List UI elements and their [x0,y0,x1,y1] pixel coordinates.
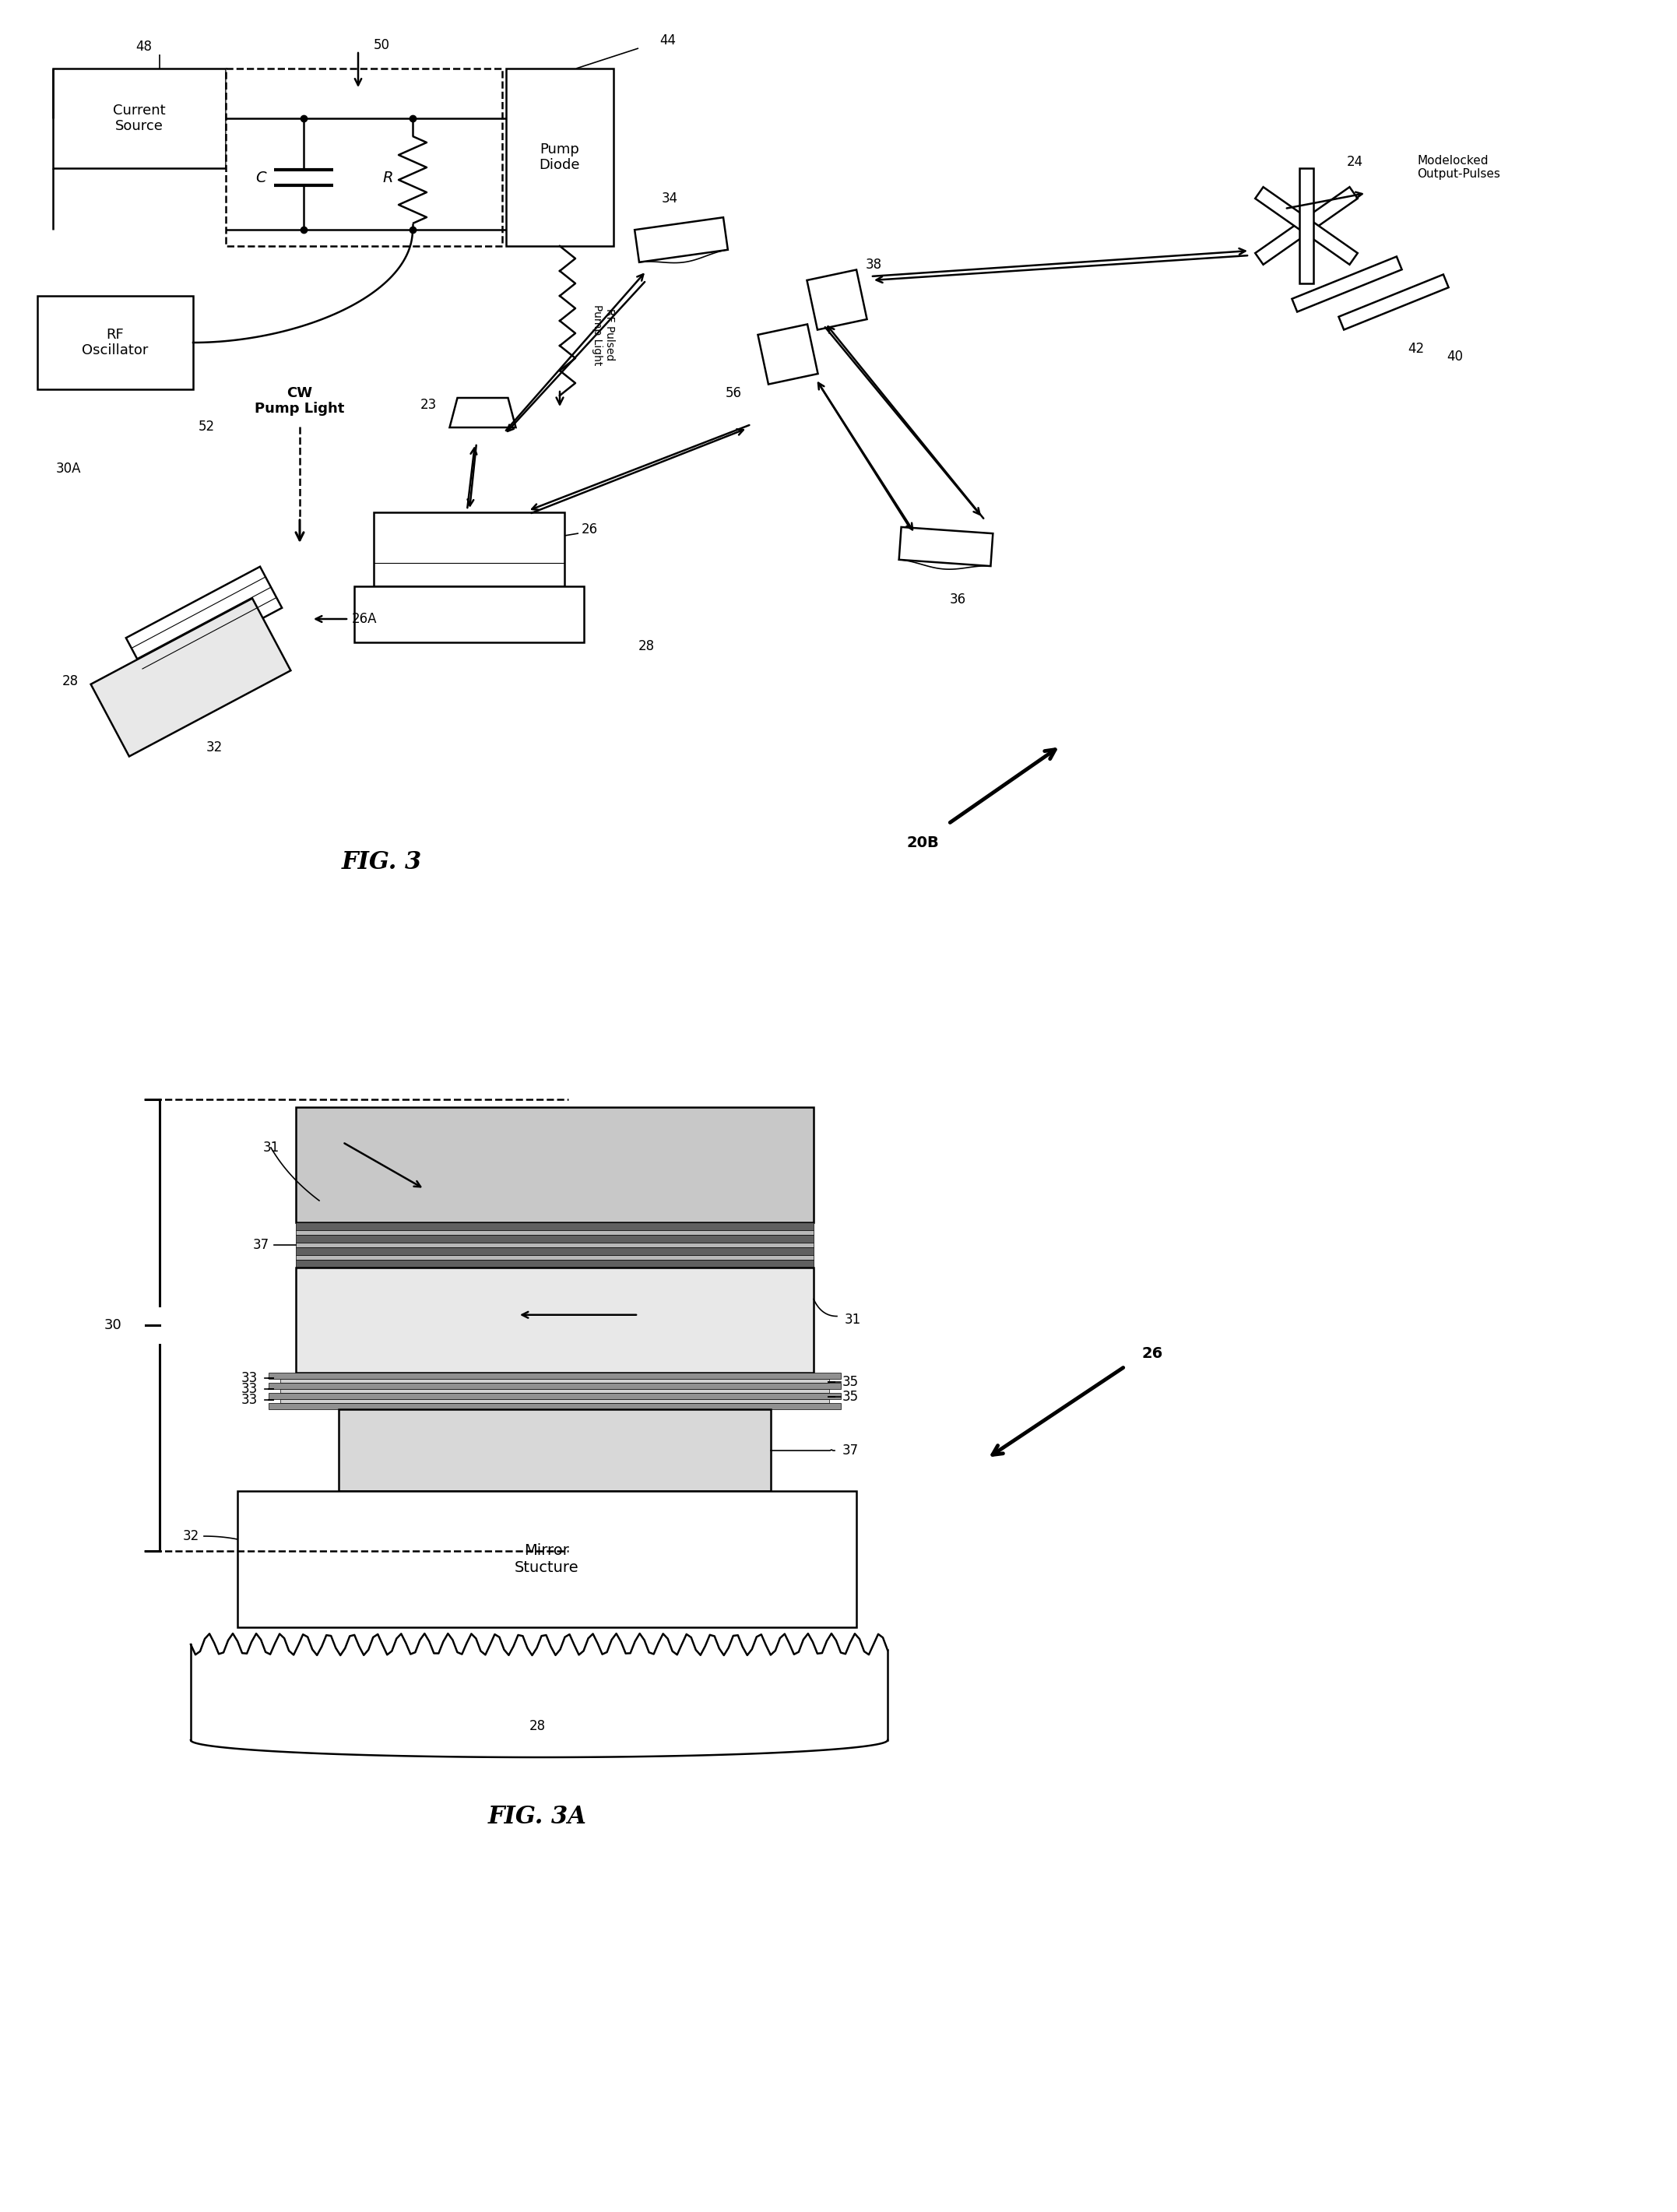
Text: 35: 35 [842,1389,859,1402]
Text: 35: 35 [842,1376,859,1389]
Bar [339,1409,771,1491]
Text: 30: 30 [104,1318,122,1332]
Text: 31: 31 [844,1314,860,1327]
Text: 33: 33 [241,1394,257,1407]
Bar [374,513,565,586]
Text: 33: 33 [241,1371,257,1385]
Bar [268,1382,840,1389]
Bar [280,1389,828,1394]
Text: 36: 36 [949,593,966,606]
Text: FIG. 3: FIG. 3 [342,852,421,874]
Text: 28: 28 [528,1719,545,1734]
Text: 26A: 26A [352,613,377,626]
Text: Mirror
Stucture: Mirror Stucture [515,1544,579,1575]
Polygon shape [758,325,818,385]
Text: 24: 24 [1347,155,1363,168]
Text: Modelocked
Output-Pulses: Modelocked Output-Pulses [1417,155,1501,179]
Polygon shape [634,217,728,263]
Text: 56: 56 [724,387,741,400]
Text: CW
Pump Light: CW Pump Light [255,385,345,416]
Bar [295,1223,813,1230]
Bar [268,1374,840,1378]
Text: 37: 37 [253,1239,268,1252]
Text: 40: 40 [1447,349,1462,363]
Polygon shape [1338,274,1449,330]
Bar [506,69,614,246]
Polygon shape [899,526,993,566]
Polygon shape [91,597,290,757]
Bar [295,1230,813,1234]
Bar [268,1402,840,1409]
Text: 48: 48 [136,40,153,53]
Text: 37: 37 [842,1442,859,1458]
Text: 38: 38 [865,259,882,272]
Text: 28: 28 [637,639,654,653]
Text: 50: 50 [374,38,389,53]
Polygon shape [1254,188,1358,265]
Polygon shape [1300,168,1313,283]
Bar [37,296,193,389]
Text: 52: 52 [198,420,215,434]
Text: RF Pulsed
Pump Light: RF Pulsed Pump Light [592,305,615,365]
Text: Current
Source: Current Source [112,104,166,133]
Bar [226,69,501,246]
Bar [280,1400,828,1402]
Bar [295,1243,813,1248]
Polygon shape [449,398,517,427]
Text: FIG. 3A: FIG. 3A [488,1805,587,1829]
Text: 28: 28 [62,675,79,688]
Bar [280,1378,828,1382]
Text: 32: 32 [206,741,223,754]
Bar [54,69,226,168]
Text: 44: 44 [659,33,676,46]
Bar [268,1394,840,1400]
Text: 32: 32 [183,1528,200,1544]
Bar [295,1267,813,1374]
Polygon shape [1254,188,1358,265]
Polygon shape [126,566,282,679]
Text: R: R [382,170,392,186]
Text: RF
Oscillator: RF Oscillator [82,327,149,358]
Polygon shape [807,270,867,330]
Bar [238,1491,857,1628]
Bar [295,1254,813,1261]
Text: C: C [255,170,267,186]
Bar [354,586,584,641]
Bar [295,1234,813,1243]
Text: Pump
Diode: Pump Diode [540,142,580,173]
Text: 26: 26 [582,522,597,538]
Bar [295,1261,813,1267]
Text: 34: 34 [661,192,678,206]
Text: 42: 42 [1407,343,1424,356]
Text: 23: 23 [419,398,436,411]
Polygon shape [1291,257,1402,312]
Text: 31: 31 [263,1141,278,1155]
Text: 33: 33 [241,1382,257,1396]
Bar [295,1248,813,1254]
Text: 20B: 20B [906,836,939,849]
Text: 26: 26 [1142,1345,1162,1360]
Bar [295,1108,813,1223]
Text: 30A: 30A [55,462,80,476]
